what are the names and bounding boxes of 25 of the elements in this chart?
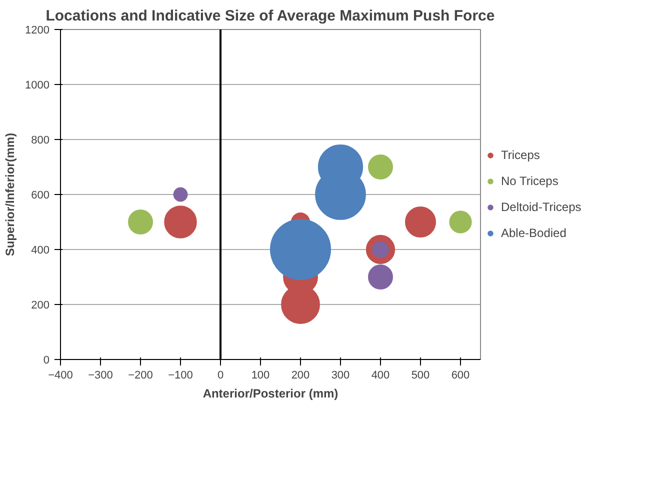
x-tick-label: −200 bbox=[128, 370, 153, 382]
x-tick-label: 500 bbox=[411, 370, 430, 382]
legend-label: Deltoid-Triceps bbox=[501, 200, 582, 214]
y-tick-label: 1000 bbox=[25, 80, 50, 92]
x-tick-label: 300 bbox=[331, 370, 350, 382]
x-tick-label: 600 bbox=[451, 370, 470, 382]
legend-label: Triceps bbox=[501, 148, 540, 162]
legend-label: Able-Bodied bbox=[501, 226, 566, 240]
x-tick-label: 0 bbox=[217, 370, 224, 382]
y-tick-label: 400 bbox=[31, 244, 50, 256]
x-tick-label: 200 bbox=[291, 370, 310, 382]
y-tick-label: 600 bbox=[31, 190, 50, 202]
x-tick-label: −400 bbox=[48, 370, 73, 382]
y-tick-label: 800 bbox=[31, 134, 50, 146]
y-axis-title: Superior/Inferior(mm) bbox=[3, 132, 18, 256]
x-tick-label: 400 bbox=[371, 370, 390, 382]
x-tick-label: −100 bbox=[168, 370, 193, 382]
y-tick-label: 200 bbox=[31, 300, 50, 312]
x-tick-label: −300 bbox=[88, 370, 113, 382]
legend-label: No Triceps bbox=[501, 174, 558, 188]
chart-title: Locations and Indicative Size of Average Maximum Push Force bbox=[46, 8, 495, 24]
x-tick-label: 100 bbox=[251, 370, 270, 382]
y-tick-label: 1200 bbox=[25, 24, 50, 36]
x-axis-title: Anterior/Posterior (mm) bbox=[202, 386, 338, 400]
y-tick-label: 0 bbox=[43, 354, 50, 366]
